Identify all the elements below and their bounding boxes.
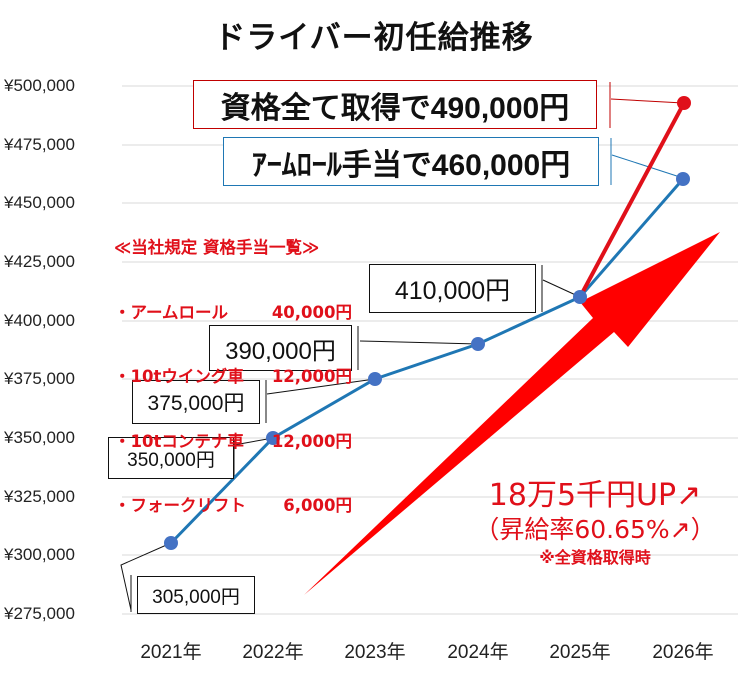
- y-tick-label: ¥400,000: [4, 311, 75, 330]
- x-tick-label: 2026年: [652, 642, 714, 663]
- x-tick-label: 2025年: [549, 642, 611, 663]
- y-tick-label: ¥375,000: [4, 369, 75, 388]
- marker-all-quals: [677, 96, 691, 110]
- y-tick-label: ¥300,000: [4, 545, 75, 564]
- series-line-salary: [169, 178, 685, 545]
- allowance-item: ・10tウイング車 12,000円: [114, 367, 352, 386]
- raise-note: ※全資格取得時: [539, 548, 651, 567]
- raise-rate: （昇給率60.65%↗）: [474, 515, 716, 544]
- data-label-2025: 410,000円: [369, 264, 536, 313]
- annotation-armroll: ｱｰﾑﾛｰﾙ手当で460,000円: [223, 137, 599, 186]
- data-label-2024: 390,000円: [209, 325, 352, 371]
- x-tick-label: 2022年: [242, 642, 304, 663]
- y-tick-label: ¥350,000: [4, 428, 75, 447]
- allowance-list: ≪当社規定 資格手当一覧≫ ・アームロール 40,000円 ・10tウイング車 12…: [114, 194, 352, 538]
- series-markers: [164, 172, 690, 550]
- raise-amount: 18万5千円UP↗: [488, 478, 702, 513]
- chart-title: ドライバー初任給推移: [214, 20, 534, 56]
- y-tick-label: ¥325,000: [4, 487, 75, 506]
- series-line-all-quals: [578, 102, 686, 298]
- y-tick-label: ¥425,000: [4, 252, 75, 271]
- x-tick-label: 2023年: [344, 642, 406, 663]
- growth-arrow-icon: [304, 232, 720, 595]
- allowance-item: ・10tコンテナ車 12,000円: [114, 431, 352, 451]
- y-tick-label: ¥450,000: [4, 193, 75, 212]
- x-tick-label: 2021年: [140, 642, 202, 663]
- data-label-2021: 305,000円: [137, 576, 255, 614]
- annotation-all-quals: 資格全て取得で490,000円: [193, 80, 597, 129]
- data-label-2022: 350,000円: [108, 437, 234, 479]
- x-tick-label: 2024年: [447, 642, 509, 663]
- allowance-item: ・アームロール 40,000円: [114, 302, 352, 322]
- allowance-heading: ≪当社規定 資格手当一覧≫: [114, 238, 320, 257]
- allowance-item: ・フォークリフト 6,000円: [114, 496, 352, 515]
- y-tick-label: ¥275,000: [4, 604, 75, 623]
- y-tick-label: ¥500,000: [4, 76, 75, 95]
- data-label-2023: 375,000円: [132, 380, 260, 424]
- y-tick-label: ¥475,000: [4, 135, 75, 154]
